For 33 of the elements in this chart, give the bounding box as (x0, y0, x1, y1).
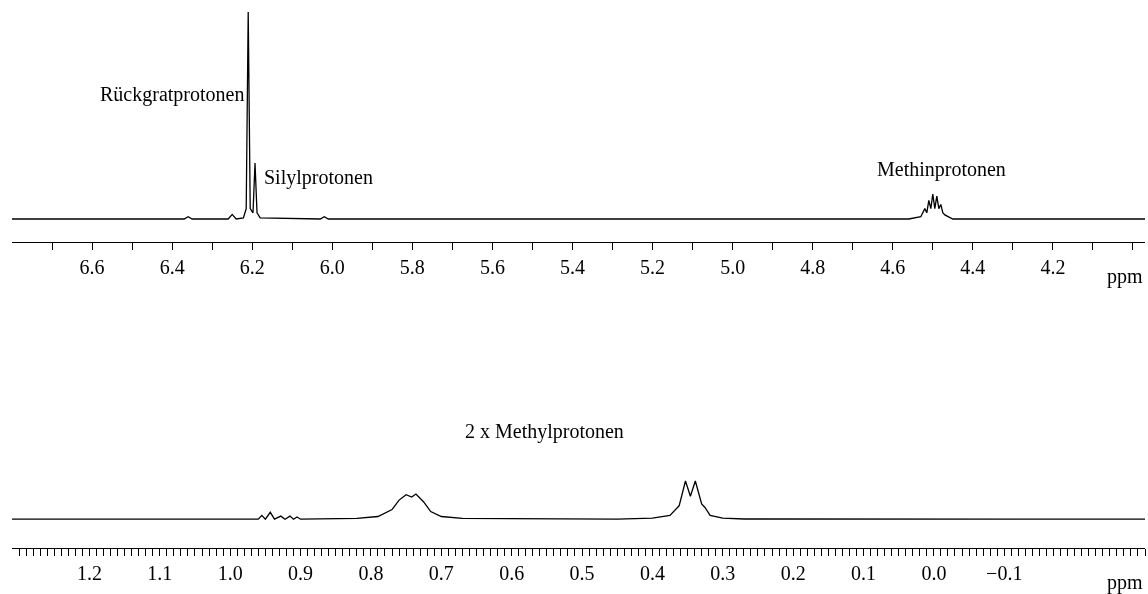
annotation: Rückgratprotonen (100, 83, 245, 106)
x-tick-label: −0.1 (986, 562, 1023, 585)
x-axis-title: ppm (1107, 571, 1143, 594)
x-tick-label: 5.0 (720, 256, 746, 279)
x-tick-label: 0.2 (780, 562, 806, 585)
x-tick-label: 0.6 (499, 562, 525, 585)
x-tick-label: 0.0 (921, 562, 947, 585)
x-tick-label: 0.4 (639, 562, 665, 585)
x-tick-label: 1.1 (147, 562, 173, 585)
x-axis-title: ppm (1107, 265, 1143, 288)
x-tick-label: 4.4 (960, 256, 986, 279)
x-tick-label: 5.2 (640, 256, 666, 279)
x-tick-label: 0.9 (288, 562, 314, 585)
x-tick-label: 6.0 (319, 256, 345, 279)
annotation: Methinprotonen (877, 158, 1006, 181)
x-tick-label: 0.7 (428, 562, 454, 585)
x-tick-label: 5.6 (479, 256, 505, 279)
x-tick-label: 1.2 (76, 562, 102, 585)
x-tick-label: 4.8 (800, 256, 826, 279)
x-tick-label: 4.6 (880, 256, 906, 279)
x-tick-label: 5.8 (399, 256, 425, 279)
x-tick-label: 6.6 (79, 256, 105, 279)
x-tick-label: 6.2 (239, 256, 265, 279)
x-tick-label: 5.4 (559, 256, 585, 279)
x-tick-label: 0.8 (358, 562, 384, 585)
x-tick-label: 6.4 (159, 256, 185, 279)
x-tick-label: 4.2 (1040, 256, 1066, 279)
x-tick-label: 0.3 (710, 562, 736, 585)
text: 2 x Methylprotonen (465, 420, 624, 443)
x-tick-label: 0.5 (569, 562, 595, 585)
annotation: Silylprotonen (264, 166, 373, 189)
x-tick-label: 1.0 (217, 562, 243, 585)
x-tick-label: 0.1 (851, 562, 877, 585)
